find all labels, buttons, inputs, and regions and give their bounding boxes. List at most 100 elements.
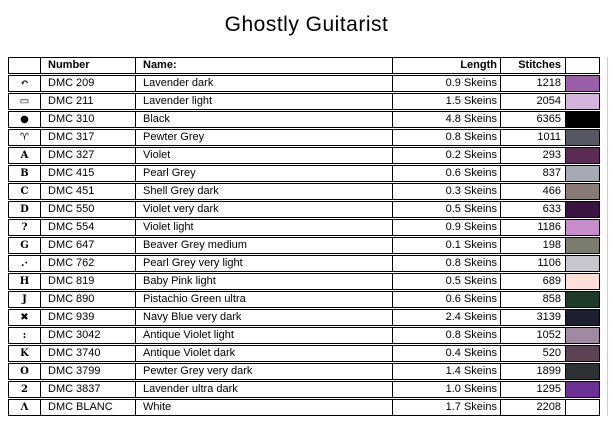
brand-label: DMC <box>48 95 74 107</box>
code-label: 451 <box>76 185 95 197</box>
brand-label: DMC <box>48 275 74 287</box>
color-swatch <box>566 148 599 163</box>
symbol-cell: O <box>9 364 41 379</box>
stitches-cell: 1295 <box>501 382 566 397</box>
header-symbol-cell <box>9 58 41 73</box>
stitch-symbol-icon: O <box>20 366 29 377</box>
length-cell: 0.6 Skeins <box>393 166 501 181</box>
table-row: ● DMC 310 Black 4.8 Skeins 6365 <box>8 111 600 128</box>
symbol-cell: C <box>9 184 41 199</box>
brand-label: DMC <box>48 365 74 377</box>
table-row: A DMC 327 Violet 0.2 Skeins 293 <box>8 147 600 164</box>
symbol-cell: .· <box>9 256 41 271</box>
brand-label: DMC <box>48 77 74 89</box>
symbol-cell: K <box>9 346 41 361</box>
table-row: 2 DMC 3837 Lavender ultra dark 1.0 Skeins… <box>8 381 600 398</box>
length-cell: 1.0 Skeins <box>393 382 501 397</box>
symbol-cell: ♈ <box>9 130 41 145</box>
length-cell: 0.1 Skeins <box>393 238 501 253</box>
name-cell: Violet light <box>136 220 393 235</box>
number-cell: DMC 211 <box>41 94 136 109</box>
stitches-cell: 6365 <box>501 112 566 127</box>
stitches-cell: 837 <box>501 166 566 181</box>
stitch-symbol-icon: K <box>20 348 29 359</box>
table-row: : DMC 3042 Antique Violet light 0.8 Skein… <box>8 327 600 344</box>
stitch-symbol-icon: H <box>19 276 30 287</box>
symbol-cell: D <box>9 202 41 217</box>
stitches-cell: 520 <box>501 346 566 361</box>
number-cell: DMC 939 <box>41 310 136 325</box>
code-label: 819 <box>76 275 95 287</box>
stitches-cell: 466 <box>501 184 566 199</box>
color-swatch <box>566 274 599 289</box>
symbol-cell: ▭ <box>9 94 41 109</box>
page-edge-line <box>607 57 608 416</box>
color-swatch <box>566 328 599 343</box>
name-cell: Lavender ultra dark <box>136 382 393 397</box>
stitches-cell: 633 <box>501 202 566 217</box>
code-label: BLANC <box>76 401 113 413</box>
stitch-symbol-icon: ✖ <box>20 312 29 323</box>
code-label: 890 <box>76 293 95 305</box>
length-cell: 1.7 Skeins <box>393 400 501 415</box>
stitch-symbol-icon: D <box>20 204 29 215</box>
brand-label: DMC <box>48 347 74 359</box>
stitch-symbol-icon: ↶ <box>20 78 29 89</box>
header-swatch-cell <box>566 58 599 73</box>
stitches-cell: 1106 <box>501 256 566 271</box>
code-label: 554 <box>76 221 95 233</box>
number-cell: DMC 3740 <box>41 346 136 361</box>
length-cell: 1.4 Skeins <box>393 364 501 379</box>
color-swatch <box>566 310 599 325</box>
brand-label: DMC <box>48 383 74 395</box>
stitches-cell: 2208 <box>501 400 566 415</box>
symbol-cell: A <box>9 148 41 163</box>
stitch-symbol-icon: .· <box>21 258 28 269</box>
symbol-cell: ? <box>9 220 41 235</box>
color-swatch <box>566 112 599 127</box>
stitches-cell: 2054 <box>501 94 566 109</box>
name-cell: Black <box>136 112 393 127</box>
stitch-symbol-icon: ? <box>21 222 28 233</box>
symbol-cell: ✖ <box>9 310 41 325</box>
stitches-cell: 1899 <box>501 364 566 379</box>
color-swatch <box>566 346 599 361</box>
stitch-symbol-icon: B <box>20 168 29 179</box>
table-row: C DMC 451 Shell Grey dark 0.3 Skeins 466 <box>8 183 600 200</box>
stitch-symbol-icon: Λ <box>20 402 29 413</box>
page-title: Ghostly Guitarist <box>224 13 389 36</box>
stitches-cell: 198 <box>501 238 566 253</box>
code-label: 317 <box>76 131 95 143</box>
table-row: ↶ DMC 209 Lavender dark 0.9 Skeins 1218 <box>8 75 600 92</box>
number-cell: DMC 209 <box>41 76 136 91</box>
number-cell: DMC 647 <box>41 238 136 253</box>
number-cell: DMC 554 <box>41 220 136 235</box>
length-cell: 0.5 Skeins <box>393 274 501 289</box>
length-cell: 2.4 Skeins <box>393 310 501 325</box>
color-swatch <box>566 382 599 397</box>
color-swatch <box>566 256 599 271</box>
name-cell: White <box>136 400 393 415</box>
length-cell: 0.8 Skeins <box>393 256 501 271</box>
brand-label: DMC <box>48 329 74 341</box>
symbol-cell: J <box>9 292 41 307</box>
table-row: J DMC 890 Pistachio Green ultra 0.6 Skein… <box>8 291 600 308</box>
table-row: ✖ DMC 939 Navy Blue very dark 2.4 Skeins … <box>8 309 600 326</box>
stitches-cell: 1052 <box>501 328 566 343</box>
length-cell: 0.2 Skeins <box>393 148 501 163</box>
table-row: O DMC 3799 Pewter Grey very dark 1.4 Skei… <box>8 363 600 380</box>
stitch-symbol-icon: G <box>20 240 29 251</box>
symbol-cell: G <box>9 238 41 253</box>
brand-label: DMC <box>48 221 74 233</box>
symbol-cell: H <box>9 274 41 289</box>
stitch-symbol-icon: C <box>20 186 29 197</box>
table-row: G DMC 647 Beaver Grey medium 0.1 Skeins 1… <box>8 237 600 254</box>
header-length-cell: Length <box>393 58 501 73</box>
number-cell: DMC 310 <box>41 112 136 127</box>
brand-label: DMC <box>48 149 74 161</box>
symbol-cell: : <box>9 328 41 343</box>
stitches-cell: 1011 <box>501 130 566 145</box>
length-cell: 0.3 Skeins <box>393 184 501 199</box>
table-row: D DMC 550 Violet very dark 0.5 Skeins 633 <box>8 201 600 218</box>
brand-label: DMC <box>48 293 74 305</box>
